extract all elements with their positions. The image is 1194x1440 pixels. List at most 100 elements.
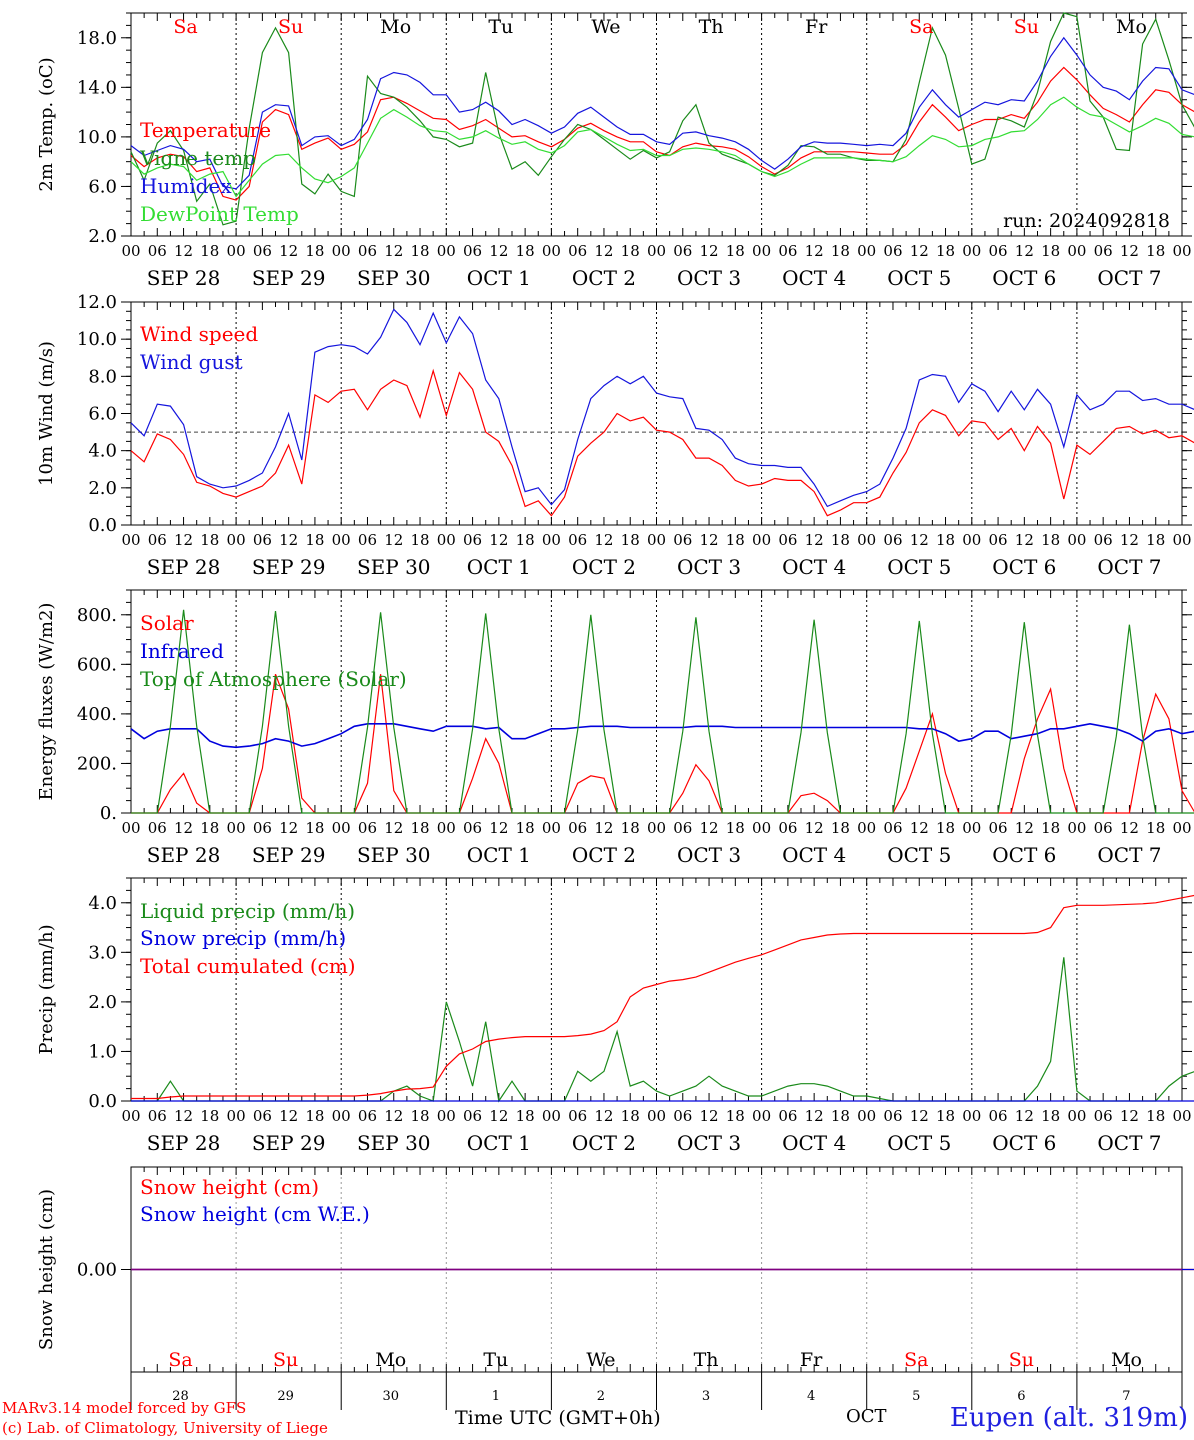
- hour-label: 12: [910, 1107, 929, 1125]
- y-tick-label: 10.0: [77, 329, 117, 350]
- hour-label: 06: [673, 242, 692, 260]
- hour-label: 12: [700, 531, 719, 549]
- day-name: Sa: [173, 16, 197, 38]
- hour-label: 18: [831, 531, 850, 549]
- hour-label: 12: [489, 531, 508, 549]
- date-label: OCT 6: [992, 266, 1056, 290]
- hour-label: 00: [121, 1107, 140, 1125]
- series-line: [130, 368, 1194, 517]
- hour-label: 00: [1172, 819, 1191, 837]
- day-name: Th: [694, 1349, 719, 1371]
- hour-label: 00: [962, 531, 981, 549]
- date-label: OCT 5: [887, 266, 951, 290]
- hour-label: 12: [1120, 242, 1139, 260]
- date-label: OCT 2: [572, 555, 636, 579]
- hour-label: 18: [200, 1107, 219, 1125]
- y-tick-label: 2.0: [88, 226, 117, 247]
- hour-label: 00: [752, 1107, 771, 1125]
- hour-label: 00: [332, 242, 351, 260]
- hour-label: 12: [700, 819, 719, 837]
- hour-label: 06: [463, 242, 482, 260]
- hour-label: 00: [542, 531, 561, 549]
- hour-label: 12: [279, 819, 298, 837]
- hour-label: 06: [148, 1107, 167, 1125]
- date-label: OCT 2: [572, 1131, 636, 1155]
- hour-label: 12: [594, 531, 613, 549]
- hour-label: 00: [332, 819, 351, 837]
- hour-label: 12: [700, 242, 719, 260]
- date-label: SEP 30: [357, 266, 431, 290]
- hour-label: 12: [594, 242, 613, 260]
- hour-label: 06: [358, 531, 377, 549]
- hour-label: 12: [384, 242, 403, 260]
- day-number: 7: [1122, 1389, 1130, 1404]
- series-line: [131, 894, 1194, 1100]
- y-tick-label: 0.: [100, 803, 117, 824]
- hour-label: 00: [121, 531, 140, 549]
- station-label: Eupen (alt. 319m): [949, 1403, 1188, 1433]
- legend-entry: Top of Atmosphere (Solar): [140, 667, 407, 691]
- day-name: Tu: [483, 1349, 508, 1371]
- date-label: SEP 29: [252, 266, 326, 290]
- y-tick-label: 200.: [77, 753, 117, 774]
- day-name: Su: [1009, 1349, 1034, 1371]
- hour-label: 12: [174, 1107, 193, 1125]
- hour-label: 18: [305, 1107, 324, 1125]
- day-name: Sa: [168, 1349, 192, 1371]
- date-label: SEP 29: [252, 1131, 326, 1155]
- legend-entry: Wind speed: [140, 322, 258, 346]
- series-line: [130, 66, 1194, 201]
- date-label: SEP 28: [147, 266, 221, 290]
- day-name: Fr: [805, 16, 828, 38]
- hour-label: 12: [805, 819, 824, 837]
- date-label: SEP 29: [252, 555, 326, 579]
- date-label: SEP 28: [147, 555, 221, 579]
- date-label: OCT 1: [467, 555, 531, 579]
- hour-label: 00: [332, 1107, 351, 1125]
- hour-label: 06: [1094, 1107, 1113, 1125]
- hour-label: 12: [1015, 819, 1034, 837]
- hour-label: 00: [227, 1107, 246, 1125]
- legend-entry: Snow height (cm): [140, 1175, 319, 1199]
- date-label: OCT 5: [887, 1131, 951, 1155]
- legend-entry: DewPoint Temp: [140, 202, 299, 226]
- hour-label: 12: [805, 1107, 824, 1125]
- hour-label: 06: [358, 242, 377, 260]
- day-number: 29: [277, 1389, 294, 1404]
- hour-label: 18: [305, 531, 324, 549]
- day-name: Su: [278, 16, 303, 38]
- y-tick-label: 8.0: [88, 366, 117, 387]
- hour-label: 18: [410, 531, 429, 549]
- legend-entry: Humidex: [140, 174, 232, 198]
- hour-label: 00: [647, 531, 666, 549]
- legend-entry: Snow height (cm W.E.): [140, 1202, 370, 1226]
- hour-label: 18: [305, 242, 324, 260]
- day-name: Sa: [909, 16, 933, 38]
- hour-label: 18: [305, 819, 324, 837]
- hour-label: 06: [568, 1107, 587, 1125]
- date-label: OCT 7: [1097, 266, 1161, 290]
- hour-label: 12: [489, 819, 508, 837]
- hour-label: 12: [1120, 531, 1139, 549]
- date-label: OCT 2: [572, 266, 636, 290]
- hour-label: 00: [962, 242, 981, 260]
- date-label: OCT 3: [677, 266, 741, 290]
- hour-label: 06: [463, 1107, 482, 1125]
- hour-label: 00: [227, 819, 246, 837]
- hour-label: 18: [831, 819, 850, 837]
- hour-label: 12: [279, 1107, 298, 1125]
- hour-label: 00: [1067, 1107, 1086, 1125]
- day-name: Mo: [380, 16, 411, 38]
- legend-entry: Solar: [140, 611, 194, 635]
- hour-label: 12: [594, 819, 613, 837]
- date-label: OCT 5: [887, 555, 951, 579]
- hour-label: 18: [200, 819, 219, 837]
- legend-entry: Wind gust: [140, 350, 243, 374]
- hour-label: 18: [936, 531, 955, 549]
- hour-label: 18: [831, 242, 850, 260]
- date-label: OCT 7: [1097, 843, 1161, 867]
- hour-label: 00: [752, 819, 771, 837]
- hour-label: 06: [883, 242, 902, 260]
- hour-label: 12: [594, 1107, 613, 1125]
- date-label: OCT 1: [467, 266, 531, 290]
